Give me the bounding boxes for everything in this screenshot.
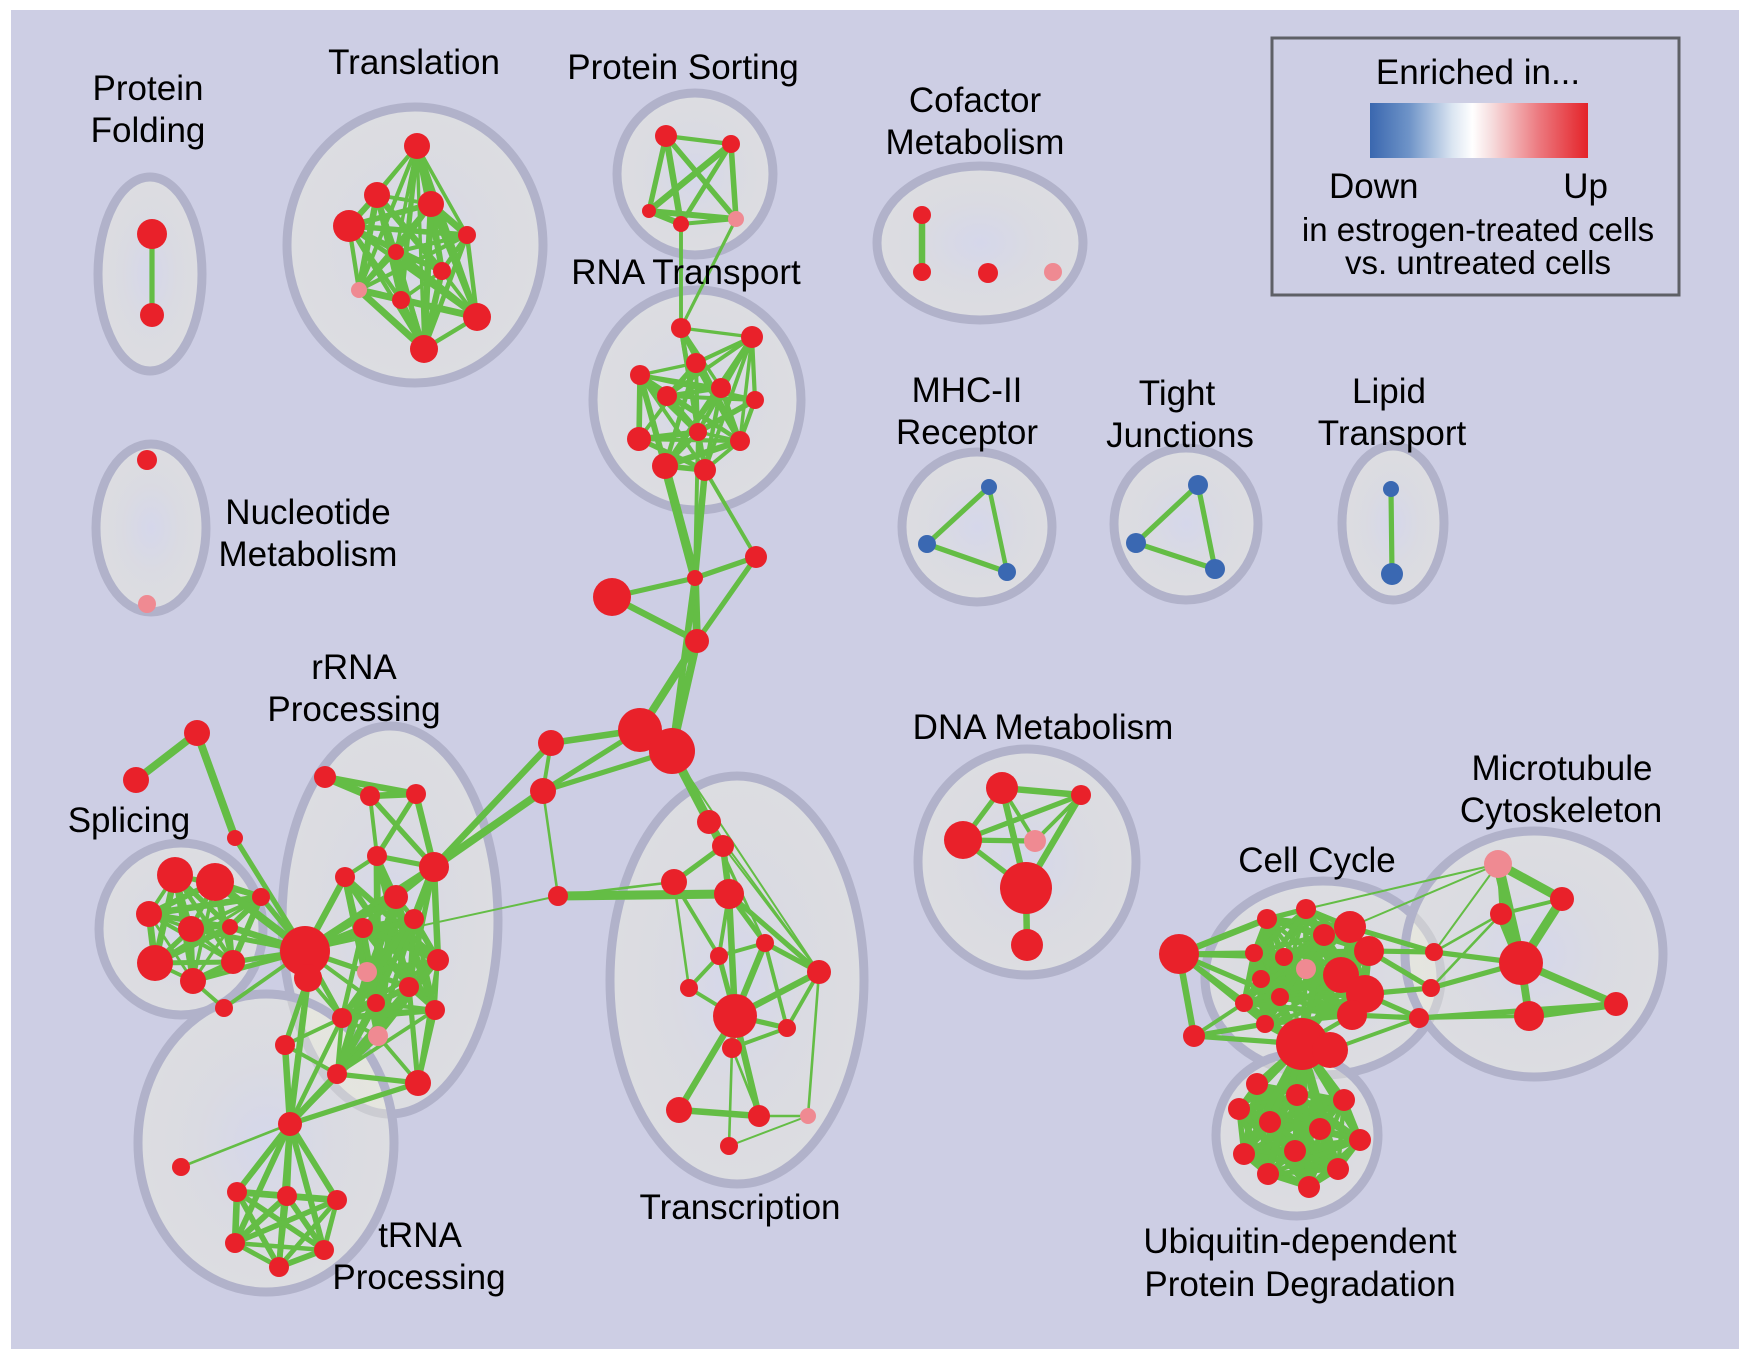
svg-text:Splicing: Splicing	[68, 801, 191, 840]
svg-text:Up: Up	[1563, 167, 1608, 206]
svg-text:Protein Sorting: Protein Sorting	[567, 48, 799, 87]
svg-text:Enriched in...: Enriched in...	[1376, 53, 1580, 92]
svg-text:Tight: Tight	[1139, 374, 1216, 413]
svg-text:Lipid: Lipid	[1352, 372, 1426, 411]
svg-text:Receptor: Receptor	[896, 413, 1038, 452]
svg-text:Protein: Protein	[93, 69, 204, 108]
svg-text:Translation: Translation	[328, 43, 500, 82]
svg-text:Cofactor: Cofactor	[909, 81, 1042, 120]
svg-text:Ubiquitin-dependent: Ubiquitin-dependent	[1143, 1222, 1457, 1261]
svg-text:Processing: Processing	[332, 1258, 505, 1297]
svg-text:in estrogen-treated cells: in estrogen-treated cells	[1302, 211, 1654, 248]
svg-text:Down: Down	[1329, 167, 1418, 206]
svg-text:Folding: Folding	[91, 111, 206, 150]
svg-text:MHC-II: MHC-II	[912, 371, 1023, 410]
svg-text:Cell Cycle: Cell Cycle	[1238, 841, 1396, 880]
svg-text:Cytoskeleton: Cytoskeleton	[1460, 791, 1662, 830]
svg-text:rRNA: rRNA	[311, 648, 397, 687]
svg-text:Nucleotide: Nucleotide	[225, 493, 390, 532]
svg-text:DNA Metabolism: DNA Metabolism	[913, 708, 1174, 747]
svg-text:Metabolism: Metabolism	[886, 123, 1065, 162]
svg-text:tRNA: tRNA	[378, 1216, 462, 1255]
svg-text:RNA Transport: RNA Transport	[571, 253, 801, 292]
svg-text:Transport: Transport	[1318, 414, 1467, 453]
svg-text:Junctions: Junctions	[1106, 416, 1254, 455]
svg-text:vs. untreated cells: vs. untreated cells	[1345, 244, 1611, 281]
svg-text:Protein Degradation: Protein Degradation	[1144, 1265, 1455, 1304]
svg-text:Processing: Processing	[267, 690, 440, 729]
svg-text:Microtubule: Microtubule	[1472, 749, 1653, 788]
svg-text:Transcription: Transcription	[640, 1188, 841, 1227]
svg-text:Metabolism: Metabolism	[219, 535, 398, 574]
